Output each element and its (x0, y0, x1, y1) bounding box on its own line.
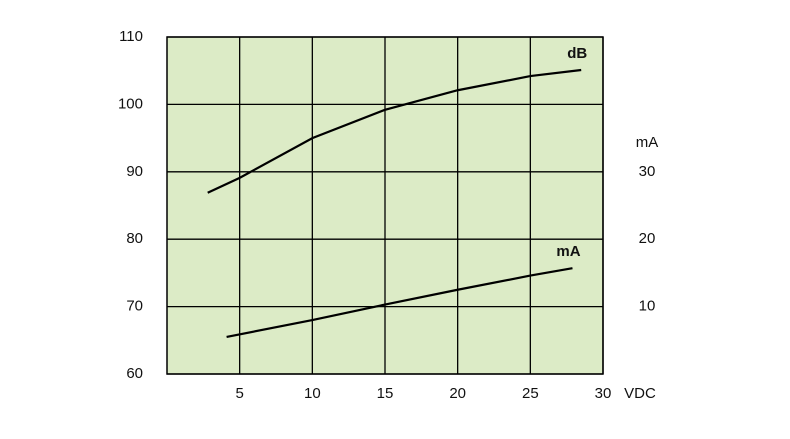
line (207, 68, 582, 194)
y2-axis-label: mA (636, 134, 659, 151)
x-tick-label: 10 (304, 385, 321, 402)
x-tick-label: 30 (595, 385, 612, 402)
y-tick-label: 90 (126, 163, 143, 180)
grid (167, 36, 604, 375)
plot-frame (166, 36, 604, 375)
y-tick-label: 80 (126, 230, 143, 247)
y2-tick-label: 20 (639, 230, 656, 247)
x-tick-label: 25 (522, 385, 539, 402)
y2-tick-label: 30 (639, 163, 656, 180)
x-tick-label: 20 (449, 385, 466, 402)
y-tick-label: 100 (118, 95, 143, 112)
x-tick-label: 5 (235, 385, 243, 402)
lines (207, 68, 582, 339)
y-tick-label: 60 (126, 365, 143, 382)
line-label: dB (567, 45, 587, 62)
y-tick-label: 110 (119, 28, 143, 45)
x-tick-label: 15 (377, 385, 394, 402)
y2-tick-label: 10 (639, 298, 656, 315)
x-axis-label: VDC (624, 385, 656, 402)
y-tick-label: 70 (126, 298, 143, 315)
line (226, 267, 573, 339)
line-label: mA (556, 243, 580, 260)
